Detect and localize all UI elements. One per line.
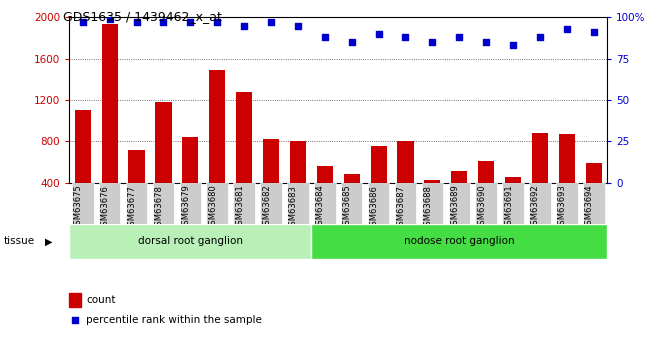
Point [292, 23, 303, 28]
Bar [129, 150, 145, 183]
Bar [424, 180, 440, 183]
Bar [505, 177, 521, 183]
Point [319, 34, 330, 40]
FancyBboxPatch shape [126, 183, 147, 243]
Text: GSM63693: GSM63693 [558, 185, 567, 230]
Text: GSM63679: GSM63679 [182, 185, 190, 230]
Text: GSM63676: GSM63676 [100, 185, 110, 230]
Bar [478, 161, 494, 183]
FancyBboxPatch shape [99, 183, 120, 243]
Bar [75, 110, 91, 183]
FancyBboxPatch shape [314, 183, 335, 243]
Text: percentile rank within the sample: percentile rank within the sample [86, 315, 262, 325]
FancyBboxPatch shape [556, 183, 578, 243]
Point [346, 39, 357, 45]
Text: GSM63680: GSM63680 [208, 185, 217, 230]
FancyBboxPatch shape [475, 183, 497, 243]
FancyBboxPatch shape [502, 183, 524, 243]
Text: GSM63678: GSM63678 [154, 185, 164, 230]
Point [454, 34, 465, 40]
Bar [155, 102, 172, 183]
Bar [370, 146, 387, 183]
Bar [263, 139, 279, 183]
Text: GSM63686: GSM63686 [370, 185, 379, 230]
Point [104, 16, 115, 22]
Bar [102, 24, 117, 183]
Bar [397, 141, 414, 183]
FancyBboxPatch shape [395, 183, 416, 243]
FancyBboxPatch shape [207, 183, 228, 243]
Point [589, 29, 599, 35]
FancyBboxPatch shape [422, 183, 443, 243]
Text: GSM63677: GSM63677 [127, 185, 137, 230]
Point [131, 19, 142, 25]
Text: GSM63691: GSM63691 [504, 185, 513, 230]
Text: GSM63681: GSM63681 [235, 185, 244, 230]
Bar [209, 70, 225, 183]
Point [427, 39, 438, 45]
Text: count: count [86, 295, 116, 305]
Point [77, 19, 88, 25]
FancyBboxPatch shape [152, 183, 174, 243]
FancyBboxPatch shape [312, 224, 607, 259]
Point [266, 19, 277, 25]
Bar [451, 171, 467, 183]
Point [212, 19, 222, 25]
Point [249, 203, 259, 208]
Text: nodose root ganglion: nodose root ganglion [404, 237, 515, 246]
Point [400, 34, 411, 40]
Point [562, 26, 572, 32]
Point [185, 19, 195, 25]
Text: GSM63690: GSM63690 [477, 185, 486, 230]
Point [535, 34, 545, 40]
Text: GDS1635 / 1439462_x_at: GDS1635 / 1439462_x_at [63, 10, 222, 23]
Bar [559, 134, 575, 183]
FancyBboxPatch shape [287, 183, 309, 243]
Text: GSM63689: GSM63689 [450, 185, 459, 230]
FancyBboxPatch shape [368, 183, 389, 243]
Bar [532, 133, 548, 183]
Text: dorsal root ganglion: dorsal root ganglion [138, 237, 243, 246]
FancyBboxPatch shape [449, 183, 470, 243]
FancyBboxPatch shape [529, 183, 550, 243]
Text: tissue: tissue [3, 237, 34, 246]
Text: GSM63685: GSM63685 [343, 185, 352, 230]
Bar [585, 163, 602, 183]
Text: GSM63692: GSM63692 [531, 185, 540, 230]
Text: GSM63687: GSM63687 [397, 185, 405, 230]
Text: GSM63694: GSM63694 [585, 185, 594, 230]
Point [481, 39, 492, 45]
Text: GSM63688: GSM63688 [423, 185, 432, 230]
FancyBboxPatch shape [341, 183, 362, 243]
Text: GSM63682: GSM63682 [262, 185, 271, 230]
Text: ▶: ▶ [45, 237, 52, 246]
Bar [236, 92, 252, 183]
Bar [290, 141, 306, 183]
Bar [317, 166, 333, 183]
Bar [344, 174, 360, 183]
FancyBboxPatch shape [234, 183, 255, 243]
FancyBboxPatch shape [260, 183, 282, 243]
FancyBboxPatch shape [583, 183, 605, 243]
FancyBboxPatch shape [69, 224, 312, 259]
Point [508, 43, 518, 48]
FancyBboxPatch shape [72, 183, 94, 243]
Text: GSM63675: GSM63675 [74, 185, 82, 230]
Point [239, 23, 249, 28]
FancyBboxPatch shape [180, 183, 201, 243]
Text: GSM63684: GSM63684 [315, 185, 325, 230]
Point [374, 31, 384, 37]
Bar [182, 137, 199, 183]
Point [158, 19, 169, 25]
Text: GSM63683: GSM63683 [289, 185, 298, 230]
Bar [69, 293, 81, 307]
